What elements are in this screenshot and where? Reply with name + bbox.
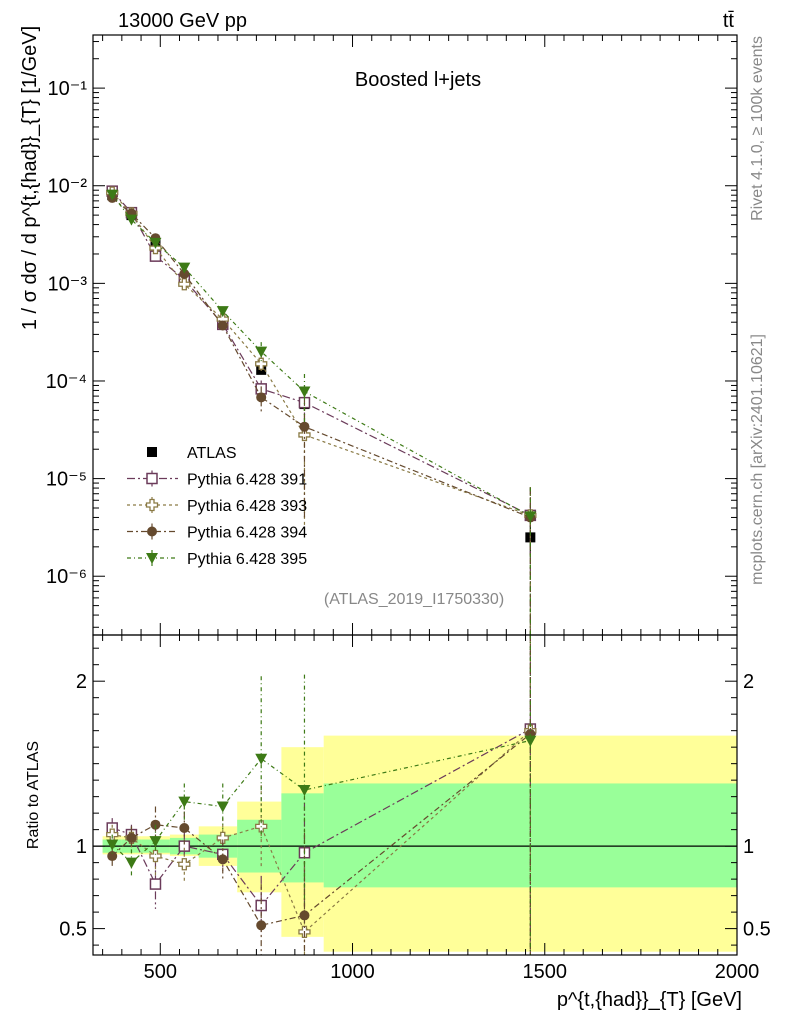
- ratio-point: [256, 920, 267, 931]
- ratio-point: [125, 857, 138, 869]
- ratio-point: [216, 831, 229, 845]
- main-y-axis-label: 1 / σ dσ / d p^{t,{had}}_{T} [1/GeV]: [19, 26, 41, 330]
- legend-marker: [146, 472, 158, 485]
- data-point: [106, 189, 119, 201]
- data-point: [178, 262, 191, 274]
- x-axis-label: p^{t,{had}}_{T} [GeV]: [557, 989, 742, 1011]
- ratio-point: [106, 839, 119, 851]
- ratio-point: [178, 796, 191, 808]
- data-point: [179, 268, 190, 279]
- data-point: [125, 214, 138, 226]
- ratio-point: [149, 836, 162, 848]
- y-tick-label: 10⁻¹: [48, 78, 88, 100]
- ratio-y-axis-label: Ratio to ATLAS: [25, 741, 42, 849]
- ratio-point: [298, 785, 311, 797]
- site-label: mcplots.cern.ch [arXiv:2401.10621]: [749, 334, 766, 585]
- ratio-y-tick-label-right: 1: [743, 836, 754, 858]
- data-point: [524, 511, 537, 523]
- legend-marker: [146, 553, 158, 564]
- data-point: [255, 357, 268, 370]
- data-point: [178, 278, 191, 291]
- x-tick-label: 1000: [330, 961, 375, 983]
- ratio-frame: [92, 634, 738, 956]
- y-tick-label: 10⁻⁶: [46, 566, 87, 588]
- ratio-y-tick-label: 2: [76, 671, 87, 693]
- ratio-y-tick-label: 0.5: [59, 919, 87, 941]
- data-point: [255, 346, 268, 358]
- data-point: [299, 421, 310, 432]
- legend-marker: [147, 526, 157, 537]
- y-tick-label: 10⁻⁴: [46, 371, 87, 393]
- ratio-line: [112, 728, 531, 907]
- ratio-point: [178, 858, 191, 871]
- ratio-point: [524, 735, 537, 747]
- main-frame: [92, 34, 738, 636]
- ratio-y-tick-label-right: 2: [743, 671, 754, 693]
- series-pythia-6-428-395: [106, 189, 537, 635]
- analysis-id: (ATLAS_2019_I1750330): [324, 591, 504, 608]
- ratio-point: [217, 854, 228, 865]
- data-point: [217, 320, 228, 331]
- legend-marker: [147, 447, 157, 457]
- series-line: [111, 190, 531, 516]
- process-label: 13000 GeV pp: [118, 10, 247, 32]
- ratio-panel: 0.5 0.5 1 1 2 2 500 1000 1500 2000 Ratio to ATLAS…: [25, 634, 771, 1011]
- y-tick-label: 10⁻⁵: [46, 469, 87, 491]
- ratio-point: [149, 849, 162, 863]
- ratio-y-tick-label-right: 0.5: [743, 919, 771, 941]
- ratio-line: [112, 730, 531, 933]
- y-tick-label: 10⁻³: [48, 273, 88, 295]
- main-title: Boosted l+jets: [355, 69, 481, 91]
- uncertainty-band-inner: [281, 793, 324, 883]
- x-tick-label: 500: [144, 961, 177, 983]
- series-line: [111, 192, 531, 516]
- ratio-point: [107, 851, 118, 862]
- y-tick-label: 10⁻²: [48, 176, 88, 198]
- main-panel: 10⁻⁶10⁻⁵10⁻⁴10⁻³10⁻²10⁻¹ Boosted l+jets …: [19, 26, 738, 636]
- data-point: [298, 386, 311, 398]
- rivet-label: Rivet 4.1.0, ≥ 100k events: [749, 36, 766, 221]
- legend-entry: Pythia 6.428 394: [187, 525, 307, 542]
- data-point: [298, 428, 311, 442]
- legend-entry: ATLAS: [187, 445, 237, 462]
- ratio-point: [179, 822, 190, 833]
- series-pythia-6-428-391: [106, 185, 537, 635]
- legend: ATLAS Pythia 6.428 391 Pythia 6.428 393 Pyt…: [127, 445, 307, 568]
- final-state-label: tt̄: [723, 10, 735, 32]
- series-pythia-6-428-394: [107, 192, 536, 635]
- legend-entry: Pythia 6.428 393: [187, 498, 307, 515]
- series-atlas: [107, 190, 536, 554]
- x-tick-label: 2000: [715, 961, 760, 983]
- data-point: [216, 306, 229, 318]
- ratio-point: [299, 910, 310, 921]
- ratio-point: [216, 801, 229, 813]
- legend-marker: [145, 498, 159, 512]
- legend-entry: Pythia 6.428 395: [187, 551, 307, 568]
- ratio-y-tick-label: 1: [76, 836, 87, 858]
- series-pythia-6-428-393: [106, 186, 537, 635]
- ratio-series-pythia-6-428-395: [106, 635, 537, 955]
- ratio-point: [126, 832, 137, 843]
- series-line: [111, 194, 531, 517]
- series-line: [111, 197, 531, 519]
- legend-entry: Pythia 6.428 391: [187, 472, 307, 489]
- data-point: [256, 392, 267, 403]
- ratio-point: [149, 878, 162, 890]
- x-tick-label: 1500: [523, 961, 568, 983]
- data-point: [149, 237, 162, 249]
- ratio-point: [255, 753, 268, 765]
